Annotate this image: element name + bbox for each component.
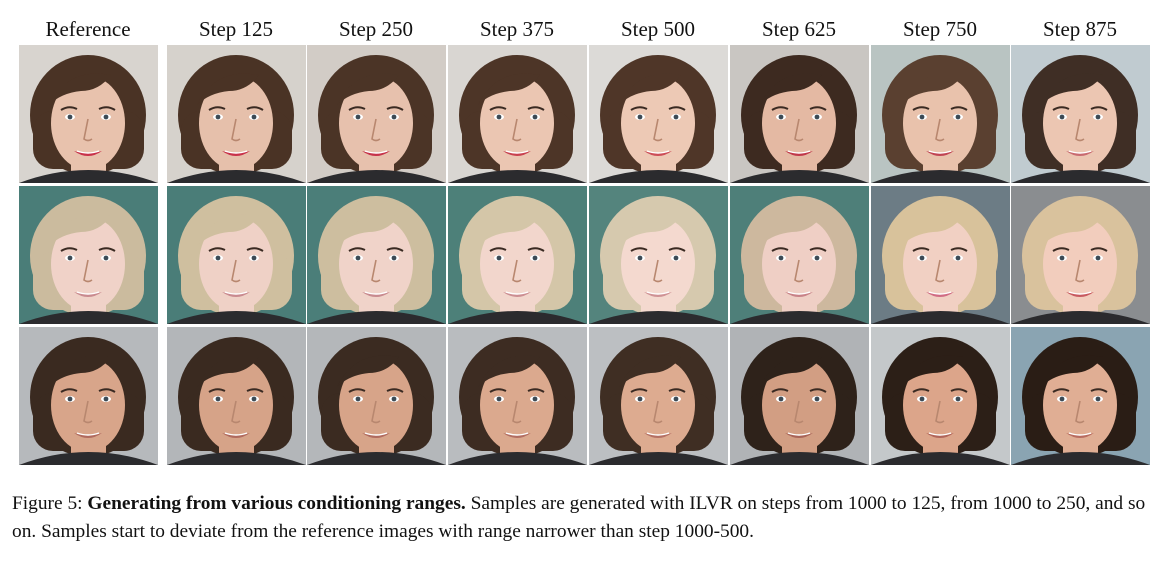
- caption-label: Figure 5:: [12, 493, 83, 514]
- face-image: [871, 327, 1010, 465]
- face-image: [871, 45, 1010, 183]
- column-label: Step 500: [620, 17, 696, 41]
- face-image: [448, 45, 587, 183]
- face-image: [307, 45, 446, 183]
- face-image: [19, 327, 158, 465]
- face-image: [589, 45, 728, 183]
- face-image: [730, 186, 869, 324]
- face-image: [19, 186, 158, 324]
- face-image: [1011, 45, 1150, 183]
- face-image: [871, 186, 1010, 324]
- column-label: Step 250: [338, 17, 414, 41]
- face-image: [448, 327, 587, 465]
- column-label: Step 125: [198, 17, 274, 41]
- face-image: [307, 186, 446, 324]
- caption-title: Generating from various conditioning ran…: [87, 493, 466, 514]
- face-image: [19, 45, 158, 183]
- face-image: [730, 327, 869, 465]
- column-label: Reference: [45, 17, 131, 41]
- caption-text: Samples are generated with ILVR on steps…: [12, 493, 1146, 542]
- face-image: [1011, 186, 1150, 324]
- face-image: [448, 186, 587, 324]
- face-image: [167, 186, 306, 324]
- column-label: Step 750: [902, 17, 978, 41]
- face-image: [589, 186, 728, 324]
- figure-caption: Figure 5: Generating from various condit…: [12, 490, 1168, 546]
- column-label: Step 375: [479, 17, 555, 41]
- face-image: [730, 45, 869, 183]
- face-image: [307, 327, 446, 465]
- column-label: Step 625: [761, 17, 837, 41]
- face-image: [167, 45, 306, 183]
- face-image: [1011, 327, 1150, 465]
- face-image: [589, 327, 728, 465]
- face-image: [167, 327, 306, 465]
- column-label: Step 875: [1042, 17, 1118, 41]
